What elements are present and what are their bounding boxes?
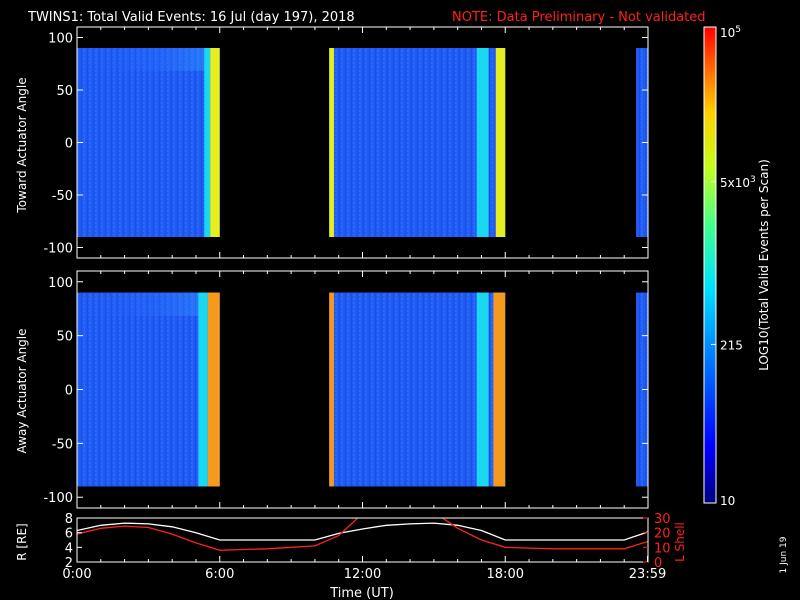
xtick-label: 18:00 bbox=[487, 567, 524, 582]
toward-ylabel: Toward Actuator Angle bbox=[15, 77, 29, 213]
colorbar-tick-exponent: 5 bbox=[735, 25, 741, 35]
date-stamp: 1 Jun 19 bbox=[779, 536, 789, 573]
plot-title: TWINS1: Total Valid Events: 16 Jul (day … bbox=[27, 10, 355, 25]
ytick-label: 50 bbox=[56, 330, 73, 345]
xtick-label: 0:00 bbox=[62, 567, 91, 582]
colorbar-scale bbox=[703, 26, 717, 504]
ytick-label: 0 bbox=[65, 384, 73, 399]
heatmap-topband bbox=[77, 48, 210, 71]
ytick-label: -100 bbox=[43, 491, 73, 506]
xtick-label: 12:00 bbox=[344, 567, 381, 582]
ytick-label-right: 0 bbox=[654, 556, 662, 571]
toward-panel: -100 -50 0 50 100 bbox=[43, 26, 649, 259]
colorbar-tick-label: 105 bbox=[720, 25, 741, 40]
heatmap-band bbox=[204, 48, 211, 237]
ytick-label: 8 bbox=[65, 512, 73, 527]
heatmap-band bbox=[198, 292, 208, 487]
ytick-label: 6 bbox=[65, 527, 73, 542]
preliminary-note: NOTE: Data Preliminary - Not validated bbox=[452, 10, 706, 25]
ytick-label: -100 bbox=[43, 242, 73, 257]
lshell-ylabel: L Shell bbox=[673, 522, 687, 562]
away-ylabel: Away Actuator Angle bbox=[15, 328, 29, 453]
colorbar-tick-label: 215 bbox=[720, 338, 743, 352]
ytick-label-right: 20 bbox=[654, 527, 671, 542]
time-xlabel: Time (UT) bbox=[329, 586, 394, 600]
ytick-label-right: 10 bbox=[654, 541, 671, 556]
ytick-label: 4 bbox=[65, 541, 73, 556]
colorbar: 10 215 5x103 105 LOG10(Total Valid Events p… bbox=[703, 25, 771, 508]
xtick-label: 23:59 bbox=[629, 567, 666, 582]
heatmap-segment bbox=[329, 292, 506, 487]
ytick-label-right: 30 bbox=[654, 512, 671, 527]
colorbar-label: LOG10(Total Valid Events per Scan) bbox=[757, 159, 771, 371]
r-ylabel: R [RE] bbox=[15, 523, 29, 560]
r-line bbox=[77, 522, 648, 541]
ytick-label: 100 bbox=[48, 276, 73, 291]
xtick-label: 6:00 bbox=[205, 567, 234, 582]
heatmap-band bbox=[476, 292, 489, 487]
ytick-label: 2 bbox=[65, 556, 73, 571]
heatmap-segment bbox=[77, 48, 220, 237]
colorbar-tick-label: 10 bbox=[720, 494, 735, 508]
ytick-label: -50 bbox=[52, 189, 73, 204]
ytick-label: 100 bbox=[48, 32, 73, 47]
colorbar-tick-label: 5x103 bbox=[720, 175, 756, 190]
ytick-label: -50 bbox=[52, 437, 73, 452]
ytick-label: 50 bbox=[56, 84, 73, 99]
heatmap-segment bbox=[329, 48, 506, 237]
heatmap-band bbox=[210, 48, 220, 237]
away-panel: -100 -50 0 50 100 bbox=[43, 270, 649, 509]
heatmap-band bbox=[329, 292, 334, 487]
heatmap-band bbox=[476, 48, 489, 237]
heatmap-band bbox=[329, 48, 334, 237]
heatmap-topband bbox=[77, 292, 210, 316]
ytick-label: 0 bbox=[65, 137, 73, 152]
lshell-line bbox=[77, 518, 648, 551]
heatmap-band bbox=[493, 292, 506, 487]
heatmap-segment bbox=[77, 292, 220, 487]
heatmap-band bbox=[207, 292, 220, 487]
heatmap-band bbox=[495, 48, 506, 237]
colorbar-tick-exponent: 3 bbox=[750, 175, 756, 185]
